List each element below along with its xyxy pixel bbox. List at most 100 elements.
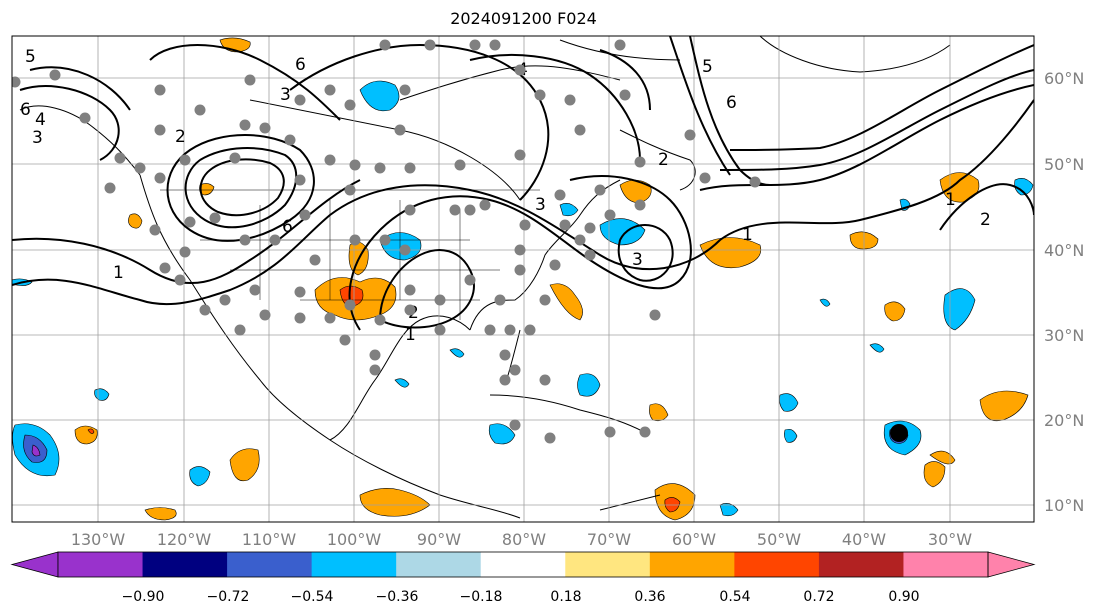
- contour-label: 1: [405, 325, 416, 345]
- station-dot: [404, 162, 416, 174]
- colorbar-segment: [818, 552, 904, 577]
- station-dot: [349, 159, 361, 171]
- colorbar-segment: [142, 552, 228, 577]
- station-dot: [399, 244, 411, 256]
- colorbar-tick: 0.72: [803, 589, 834, 605]
- station-dot: [564, 94, 576, 106]
- station-dot: [309, 254, 321, 266]
- station-dot: [684, 129, 696, 141]
- station-dot: [634, 156, 646, 168]
- station-dot: [284, 134, 296, 146]
- station-dot: [49, 69, 61, 81]
- lat-tick: 30°N: [1044, 326, 1084, 345]
- station-dot: [594, 184, 606, 196]
- station-dot: [479, 199, 491, 211]
- colorbar: [10, 551, 1036, 578]
- station-dot: [614, 39, 626, 51]
- station-dot: [699, 172, 711, 184]
- station-dot: [349, 234, 361, 246]
- map-frame: [11, 35, 1035, 523]
- map-title: 2024091200 F024: [450, 9, 597, 28]
- station-dot: [174, 274, 186, 286]
- station-dot: [244, 74, 256, 86]
- lat-tick: 50°N: [1044, 155, 1084, 174]
- station-dot: [559, 219, 571, 231]
- lon-tick: 40°W: [842, 530, 886, 549]
- lon-tick: 100°W: [327, 530, 382, 549]
- station-dot: [524, 324, 536, 336]
- latitude-ticks: 60°N 50°N 40°N 30°N 20°N 10°N: [1044, 69, 1084, 515]
- colorbar-segment: [903, 552, 989, 577]
- lon-tick: 60°W: [672, 530, 716, 549]
- colorbar-segment: [311, 552, 397, 577]
- colorbar-segment: [396, 552, 482, 577]
- contour-label: 3: [535, 195, 546, 215]
- lat-tick: 60°N: [1044, 69, 1084, 88]
- station-dot: [554, 189, 566, 201]
- station-dot: [539, 294, 551, 306]
- colorbar-tick: −0.18: [460, 589, 503, 605]
- station-dot: [539, 374, 551, 386]
- station-dot: [249, 284, 261, 296]
- longitude-ticks: 130°W 120°W 110°W 100°W 90°W 80°W 70°W 6…: [71, 530, 972, 549]
- station-dot: [394, 124, 406, 136]
- colorbar-tick: −0.72: [207, 589, 250, 605]
- station-dot: [199, 304, 211, 316]
- station-dot: [344, 184, 356, 196]
- station-dot: [339, 334, 351, 346]
- map-panel: [12, 36, 1034, 522]
- colorbar-segment: [565, 552, 651, 577]
- station-dot: [514, 149, 526, 161]
- colorbar-segment: [649, 552, 735, 577]
- station-dot: [294, 94, 306, 106]
- station-dot: [369, 364, 381, 376]
- contour-label: 3: [32, 128, 43, 148]
- colorbar-segment: [734, 552, 820, 577]
- station-dot: [324, 312, 336, 324]
- station-dot: [514, 264, 526, 276]
- station-dot: [424, 39, 436, 51]
- station-dot: [259, 309, 271, 321]
- contour-label: 2: [980, 210, 991, 230]
- colorbar-tick: 0.90: [888, 589, 919, 605]
- station-dot: [499, 349, 511, 361]
- station-dot: [549, 259, 561, 271]
- colorbar-segment: [480, 552, 566, 577]
- contour-label: 2: [658, 150, 669, 170]
- colorbar-tick: −0.54: [291, 589, 334, 605]
- station-dot: [194, 104, 206, 116]
- station-dot: [229, 152, 241, 164]
- station-dot: [504, 324, 516, 336]
- lon-tick: 110°W: [242, 530, 297, 549]
- station-dot: [619, 89, 631, 101]
- station-dot: [219, 294, 231, 306]
- station-dot: [649, 309, 661, 321]
- colorbar-tick: −0.36: [376, 589, 419, 605]
- colorbar-ticks: −0.90 −0.72 −0.54 −0.36 −0.18 0.18 0.36 …: [122, 589, 920, 605]
- station-dot: [534, 89, 546, 101]
- lat-tick: 10°N: [1044, 496, 1084, 515]
- station-dot: [634, 199, 646, 211]
- contour-label: 5: [702, 57, 713, 77]
- station-dot: [159, 262, 171, 274]
- station-dot: [184, 216, 196, 228]
- station-dot: [114, 152, 126, 164]
- colorbar-extend-min: [10, 551, 59, 578]
- colorbar-extend-max: [987, 551, 1036, 578]
- station-dot: [404, 204, 416, 216]
- station-dot: [79, 112, 91, 124]
- station-dot: [499, 374, 511, 386]
- station-dot: [379, 39, 391, 51]
- colorbar-tick: 0.54: [719, 589, 750, 605]
- lon-tick: 80°W: [502, 530, 546, 549]
- colorbar-segment: [227, 552, 313, 577]
- lon-tick: 90°W: [417, 530, 461, 549]
- colorbar-segment: [58, 552, 144, 577]
- station-dot: [749, 176, 761, 188]
- station-dot: [239, 119, 251, 131]
- contour-label: 6: [282, 217, 293, 237]
- lat-tick: 20°N: [1044, 411, 1084, 430]
- station-dot: [149, 224, 161, 236]
- contour-label: 5: [25, 47, 36, 67]
- station-dot: [434, 324, 446, 336]
